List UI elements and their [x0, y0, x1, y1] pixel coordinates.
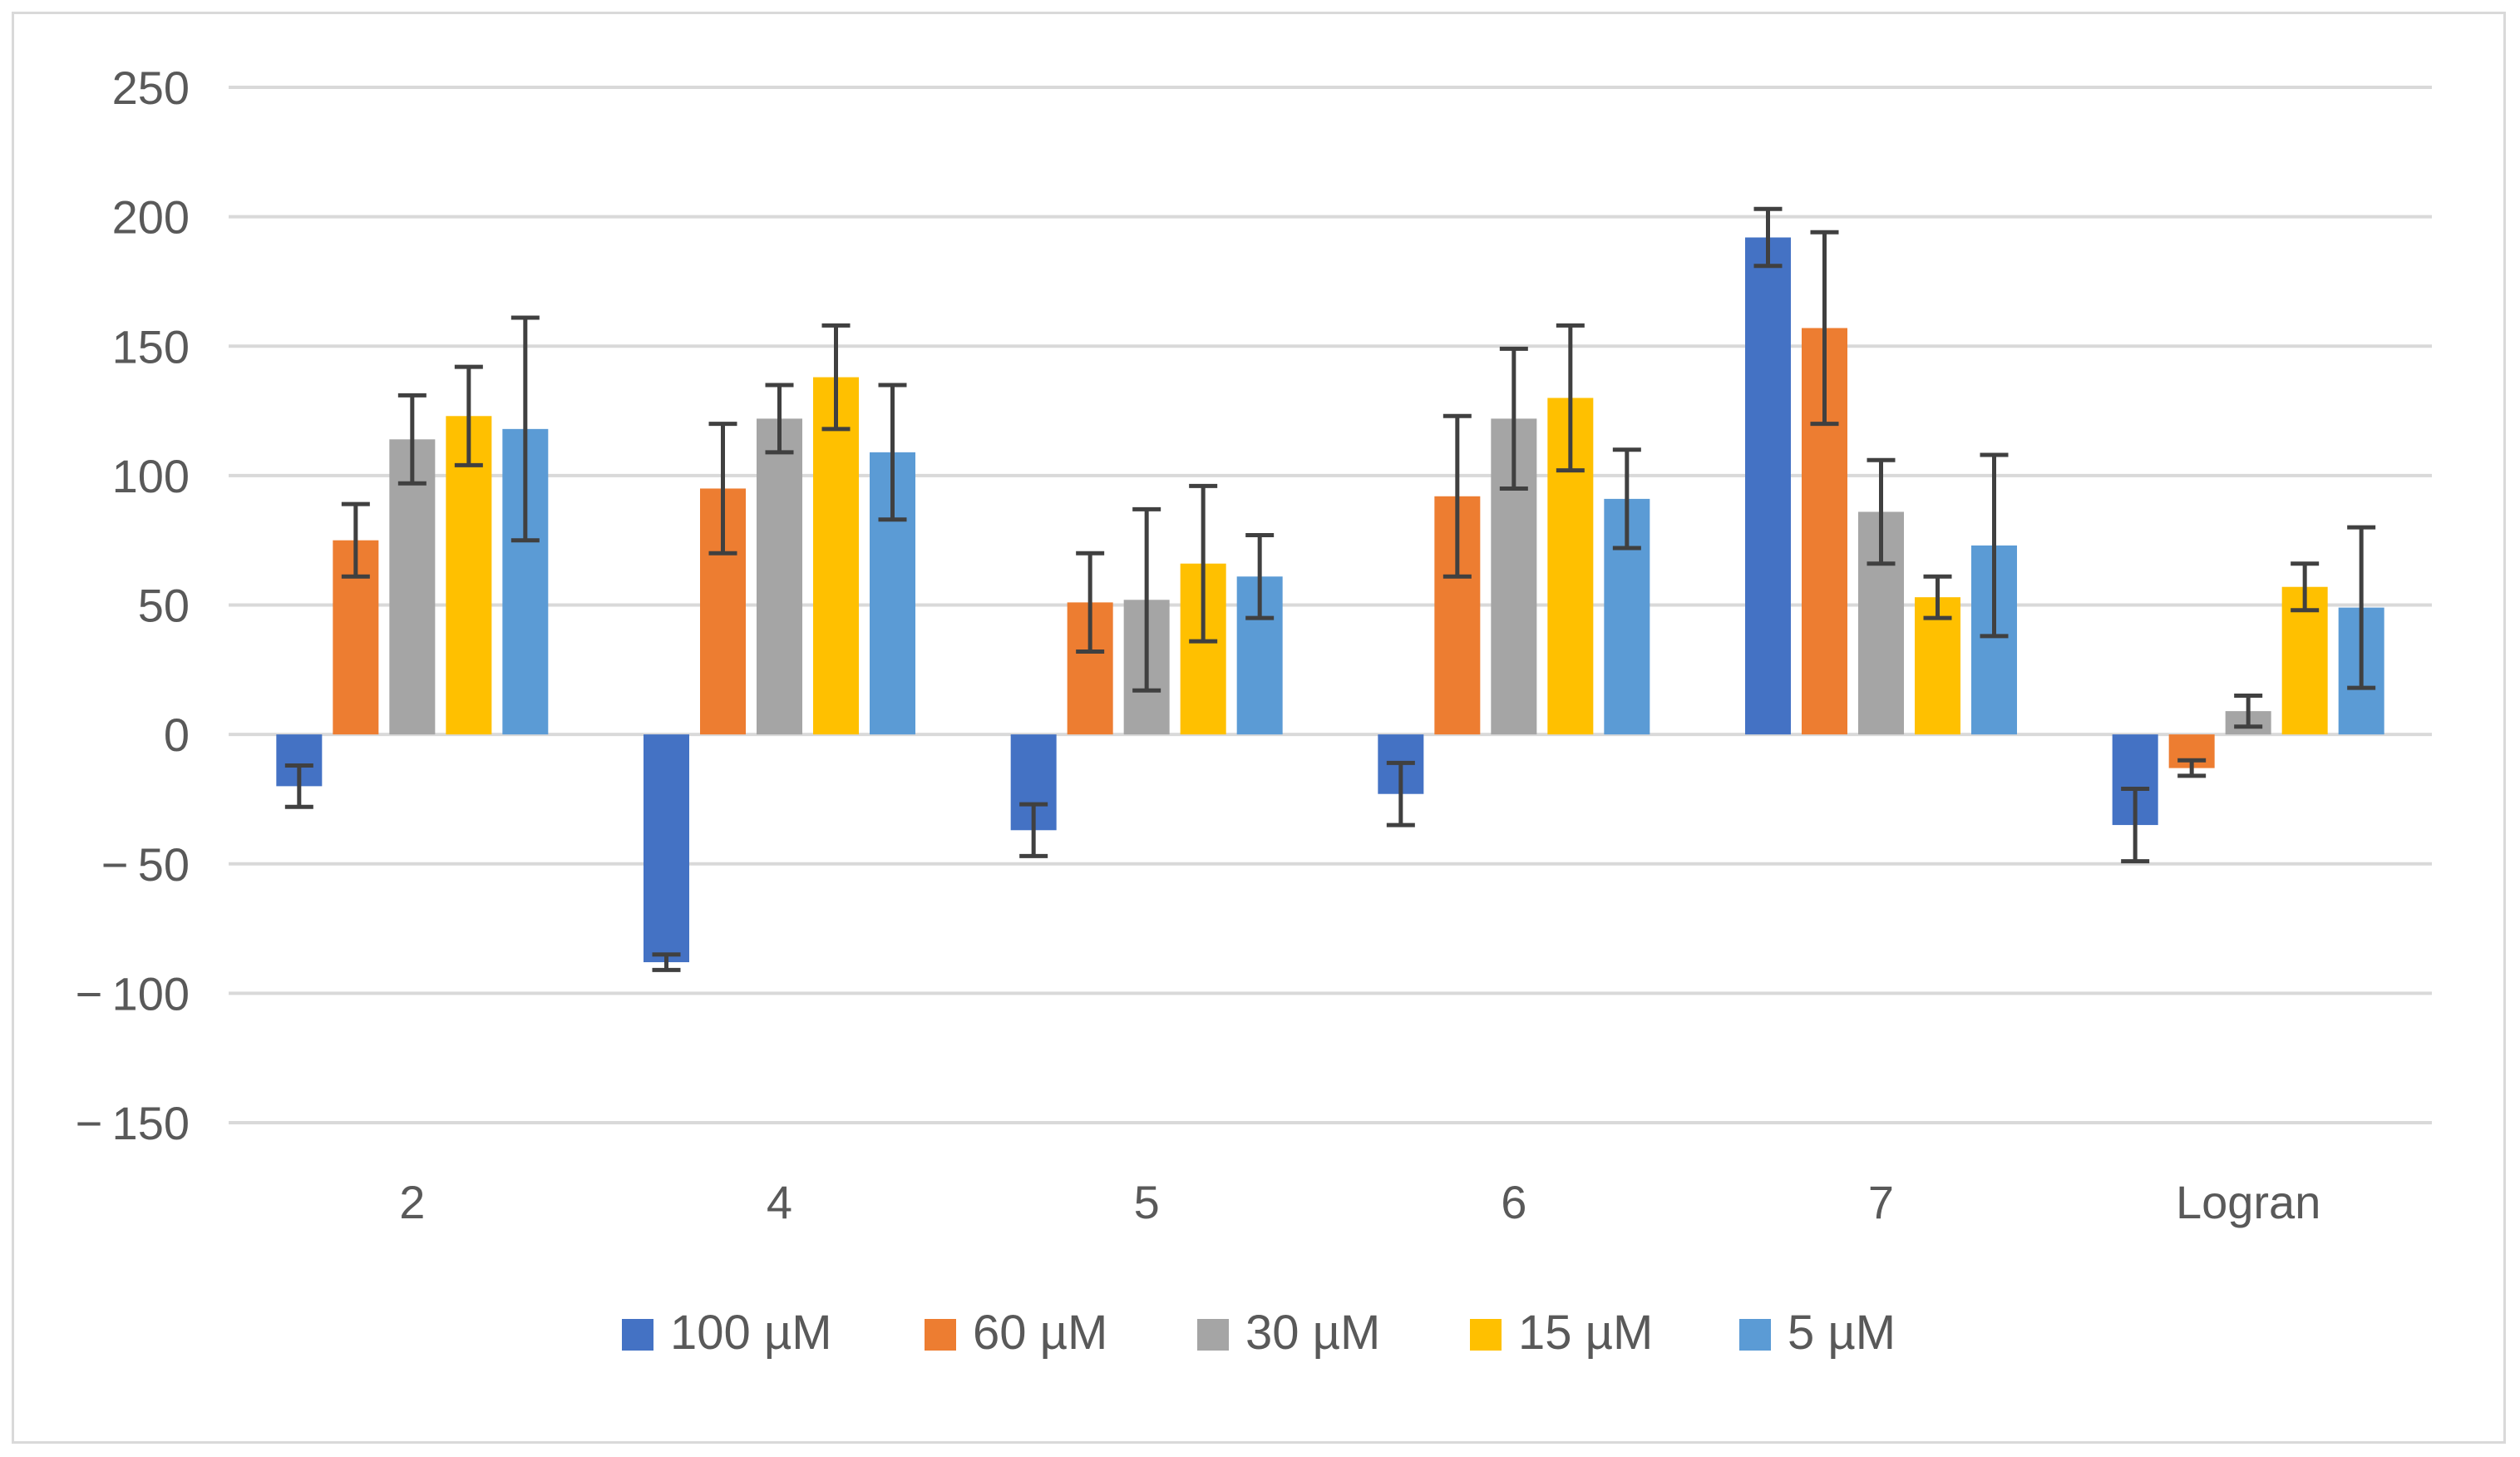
x-tick-label: 5 [1134, 1176, 1160, 1228]
bar [389, 439, 436, 735]
legend-swatch [1470, 1319, 1502, 1351]
y-tick-label: − 100 [76, 967, 190, 1020]
legend-swatch [622, 1319, 653, 1351]
legend-swatch [925, 1319, 956, 1351]
y-tick-label: 0 [164, 709, 190, 761]
bar [1915, 597, 1960, 735]
legend-label: 15 µM [1518, 1306, 1653, 1360]
bar [644, 734, 689, 963]
x-axis-tick-labels: 2 4 5 6 7 Logran [399, 1176, 2320, 1228]
bar [813, 377, 859, 735]
y-tick-label: 250 [112, 62, 190, 114]
x-tick-label: 2 [399, 1176, 425, 1228]
error-bars [284, 206, 2376, 972]
bar [757, 418, 802, 735]
x-tick-label: 4 [767, 1176, 792, 1228]
y-tick-label: − 150 [76, 1097, 190, 1149]
legend: 100 µM 60 µM 30 µM 15 µM 5 µM [622, 1306, 1896, 1360]
bar [1745, 237, 1791, 735]
bars [276, 237, 2384, 963]
y-tick-label: 50 [138, 580, 190, 632]
legend-swatch [1197, 1319, 1229, 1351]
x-tick-label: 7 [1868, 1176, 1894, 1228]
y-axis-tick-labels: 250 200 150 100 50 0 − 50 − 100 − 150 [76, 62, 190, 1149]
bar [446, 416, 492, 735]
legend-swatch [1739, 1319, 1771, 1351]
x-tick-label: Logran [2176, 1176, 2320, 1228]
legend-label: 60 µM [973, 1306, 1107, 1360]
gridlines [229, 86, 2432, 1124]
legend-label: 5 µM [1788, 1306, 1896, 1360]
legend-label: 100 µM [670, 1306, 832, 1360]
y-tick-label: 200 [112, 191, 190, 244]
y-tick-label: 100 [112, 450, 190, 502]
x-tick-label: 6 [1501, 1176, 1526, 1228]
legend-label: 30 µM [1245, 1306, 1380, 1360]
y-tick-label: 150 [112, 320, 190, 373]
y-tick-label: − 50 [101, 838, 190, 891]
